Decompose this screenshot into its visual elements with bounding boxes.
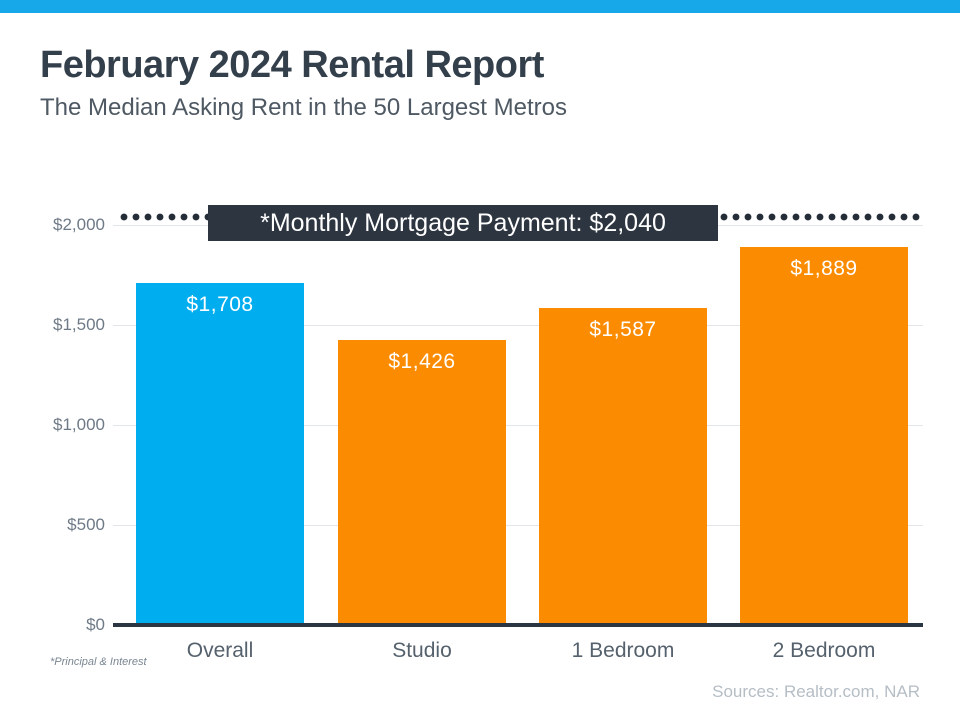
bar-1-bedroom: $1,587 (539, 308, 707, 625)
bar-studio: $1,426 (338, 340, 506, 625)
bar-2-bedroom: $1,889 (740, 247, 908, 625)
bar-value-label-2-bedroom: $1,889 (790, 257, 858, 280)
category-label-1-bedroom: 1 Bedroom (571, 639, 675, 662)
ytick-0: $0 (86, 615, 105, 634)
page-title: February 2024 Rental Report (40, 44, 544, 86)
gridline-1500 (113, 325, 923, 326)
category-label-studio: Studio (392, 639, 452, 662)
mortgage-annotation-badge: *Monthly Mortgage Payment: $2,040 (208, 205, 718, 241)
ytick-1000: $1,000 (53, 415, 105, 434)
ytick-2000: $2,000 (53, 215, 105, 234)
ytick-1500: $1,500 (53, 315, 105, 334)
bar-overall: $1,708 (136, 283, 304, 625)
category-label-2-bedroom: 2 Bedroom (772, 639, 876, 662)
x-axis-line (113, 623, 923, 627)
category-label-overall: Overall (186, 639, 254, 662)
ytick-500: $500 (67, 515, 105, 534)
bar-value-label-1-bedroom: $1,587 (589, 318, 657, 341)
page-subtitle: The Median Asking Rent in the 50 Largest… (40, 94, 567, 121)
bar-value-label-overall: $1,708 (186, 293, 254, 316)
gridline-1000 (113, 425, 923, 426)
gridline-500 (113, 525, 923, 526)
sources-credit: Sources: Realtor.com, NAR (712, 682, 920, 701)
bar-value-label-studio: $1,426 (388, 350, 456, 373)
brand-top-strip (0, 0, 960, 13)
principal-interest-footnote: *Principal & Interest (50, 656, 147, 668)
